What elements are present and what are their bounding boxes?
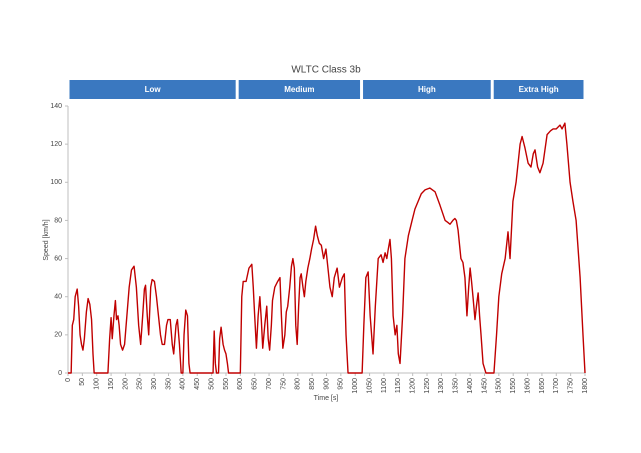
x-tick-label: 350 (165, 378, 172, 390)
chart-title: WLTC Class 3b (291, 65, 361, 76)
x-tick-label: 600 (237, 378, 244, 390)
x-tick-label: 1550 (510, 378, 517, 394)
phase-bar (493, 80, 584, 99)
y-tick-label: 0 (58, 370, 62, 377)
x-tick-label: 50 (79, 378, 86, 386)
x-tick-label: 700 (266, 378, 273, 390)
x-tick-label: 1150 (395, 378, 402, 393)
x-tick-label: 300 (151, 378, 158, 390)
phase-bar (69, 80, 236, 99)
x-tick-label: 650 (252, 378, 259, 390)
x-tick-label: 1400 (467, 378, 474, 394)
x-tick-label: 1800 (582, 378, 589, 394)
x-tick-label: 150 (108, 378, 115, 390)
x-tick-label: 900 (323, 378, 330, 390)
x-tick-label: 500 (208, 378, 215, 390)
phase-label: Extra High (519, 85, 559, 94)
x-tick-label: 750 (280, 378, 287, 390)
x-tick-label: 1600 (524, 378, 531, 394)
x-tick-label: 1100 (381, 378, 388, 393)
x-tick-label: 1500 (496, 378, 503, 394)
y-axis-title: Speed [km/h] (43, 219, 50, 260)
x-tick-label: 200 (122, 378, 129, 390)
x-tick-label: 1250 (424, 378, 431, 394)
x-tick-label: 1350 (453, 378, 460, 394)
x-tick-label: 1300 (438, 378, 445, 394)
phase-bar (363, 80, 491, 99)
phase-label: High (418, 85, 436, 94)
y-tick-label: 60 (54, 255, 62, 262)
y-tick-label: 100 (50, 179, 62, 186)
x-axis-title: Time [s] (314, 395, 339, 402)
x-tick-label: 550 (223, 378, 230, 390)
x-tick-label: 450 (194, 378, 201, 390)
speed-line (68, 122, 586, 374)
y-tick-label: 140 (50, 103, 62, 110)
phase-bar (238, 80, 361, 99)
x-tick-label: 950 (338, 378, 345, 390)
x-tick-label: 1750 (567, 378, 574, 394)
x-tick-label: 1050 (366, 378, 373, 394)
y-tick-label: 80 (54, 217, 62, 224)
y-tick-label: 120 (50, 141, 62, 148)
x-tick-label: 1450 (481, 378, 488, 394)
y-tick-label: 40 (54, 294, 62, 301)
x-tick-label: 250 (137, 378, 144, 390)
x-tick-label: 1000 (352, 378, 359, 394)
x-tick-label: 850 (309, 378, 316, 390)
x-tick-label: 1700 (553, 378, 560, 394)
x-tick-label: 1650 (539, 378, 546, 394)
x-tick-label: 1200 (410, 378, 417, 394)
y-tick-label: 20 (54, 332, 62, 339)
x-tick-label: 100 (94, 378, 101, 390)
x-tick-label: 400 (180, 378, 187, 390)
phase-label: Low (145, 85, 162, 94)
x-tick-label: 800 (295, 378, 302, 390)
phase-label: Medium (284, 85, 314, 94)
x-tick-label: 0 (65, 378, 72, 382)
